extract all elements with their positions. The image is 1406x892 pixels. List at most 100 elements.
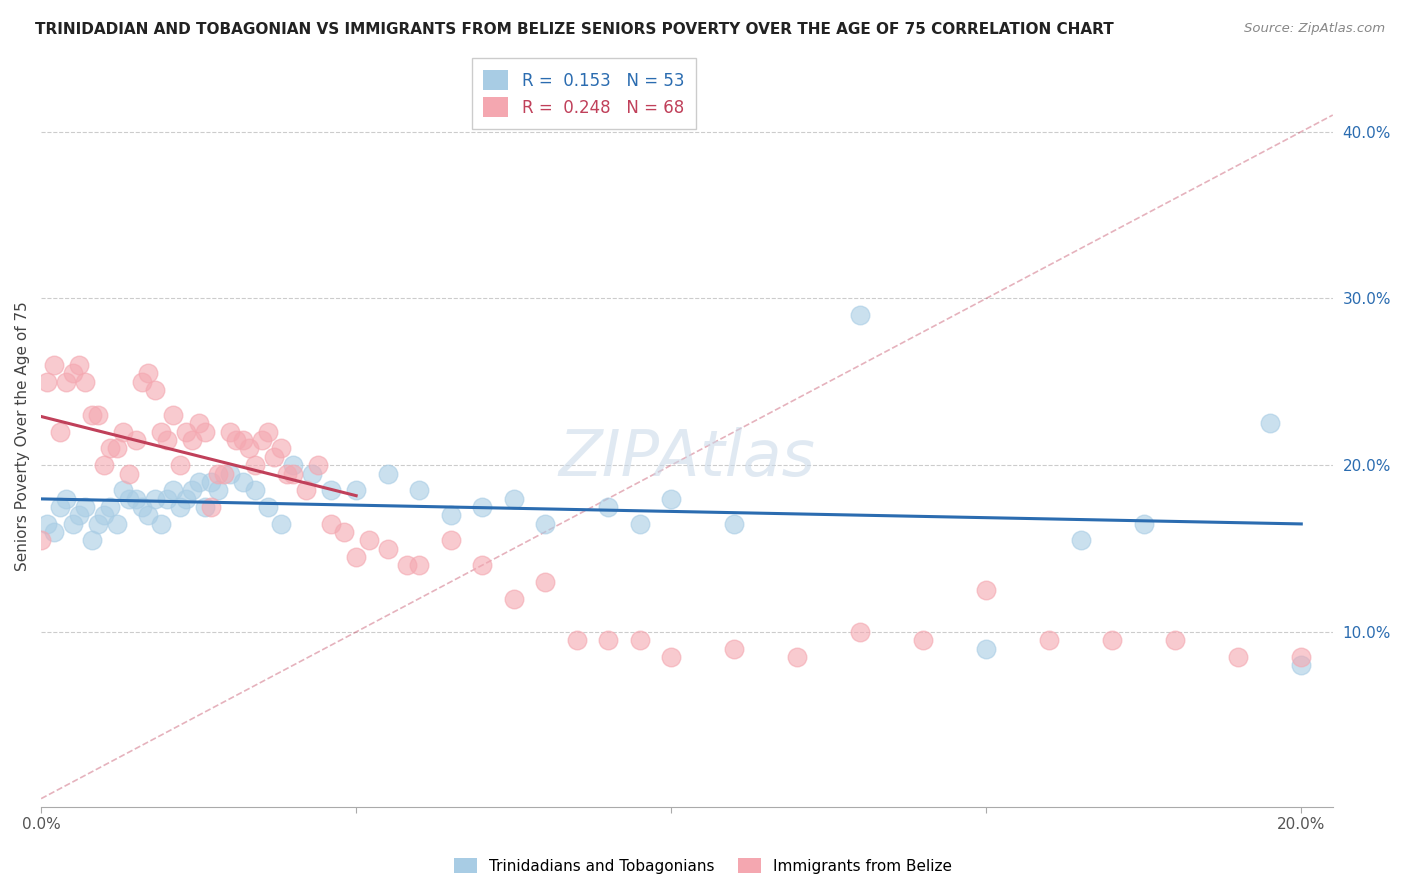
Point xyxy=(565,633,588,648)
Point xyxy=(100,442,122,456)
Point xyxy=(502,591,524,606)
Point xyxy=(207,483,229,498)
Point xyxy=(974,583,997,598)
Point xyxy=(270,442,292,456)
Point xyxy=(257,500,280,514)
Text: TRINIDADIAN AND TOBAGONIAN VS IMMIGRANTS FROM BELIZE SENIORS POVERTY OVER THE AG: TRINIDADIAN AND TOBAGONIAN VS IMMIGRANTS… xyxy=(35,22,1114,37)
Point xyxy=(849,308,872,322)
Point xyxy=(156,491,179,506)
Point xyxy=(105,442,128,456)
Point xyxy=(1101,633,1123,648)
Point xyxy=(143,491,166,506)
Point xyxy=(408,558,430,573)
Point xyxy=(294,483,316,498)
Point xyxy=(136,508,159,523)
Point xyxy=(245,483,267,498)
Point xyxy=(93,508,115,523)
Point xyxy=(377,541,399,556)
Point xyxy=(67,508,90,523)
Point xyxy=(250,433,273,447)
Point xyxy=(37,375,59,389)
Point xyxy=(1164,633,1187,648)
Point xyxy=(659,649,682,664)
Point xyxy=(42,358,65,372)
Point xyxy=(1132,516,1154,531)
Point xyxy=(276,467,298,481)
Point xyxy=(194,425,217,439)
Point xyxy=(174,491,197,506)
Point xyxy=(440,508,463,523)
Point xyxy=(659,491,682,506)
Point xyxy=(232,433,254,447)
Point xyxy=(87,408,110,422)
Point xyxy=(118,467,141,481)
Point xyxy=(49,500,72,514)
Point xyxy=(124,491,146,506)
Point xyxy=(136,367,159,381)
Point xyxy=(1227,649,1250,664)
Point xyxy=(502,491,524,506)
Point xyxy=(723,641,745,656)
Point xyxy=(49,425,72,439)
Point xyxy=(301,467,323,481)
Point xyxy=(377,467,399,481)
Point xyxy=(1070,533,1092,548)
Point xyxy=(118,491,141,506)
Point xyxy=(111,425,134,439)
Point xyxy=(169,500,191,514)
Point xyxy=(62,367,84,381)
Point xyxy=(187,475,209,489)
Point xyxy=(124,433,146,447)
Point xyxy=(974,641,997,656)
Point xyxy=(270,516,292,531)
Point xyxy=(80,408,103,422)
Point xyxy=(62,516,84,531)
Point xyxy=(440,533,463,548)
Point xyxy=(408,483,430,498)
Text: ZIPAtlas: ZIPAtlas xyxy=(558,427,815,489)
Point xyxy=(55,375,77,389)
Point xyxy=(174,425,197,439)
Point xyxy=(281,458,304,472)
Point xyxy=(181,483,204,498)
Y-axis label: Seniors Poverty Over the Age of 75: Seniors Poverty Over the Age of 75 xyxy=(15,301,30,571)
Point xyxy=(1291,658,1313,673)
Point xyxy=(849,624,872,639)
Point xyxy=(257,425,280,439)
Point xyxy=(55,491,77,506)
Point xyxy=(219,467,242,481)
Point xyxy=(105,516,128,531)
Point xyxy=(1291,649,1313,664)
Point xyxy=(1258,417,1281,431)
Point xyxy=(212,467,235,481)
Point xyxy=(319,516,342,531)
Point xyxy=(395,558,418,573)
Point xyxy=(200,500,222,514)
Point xyxy=(332,524,354,539)
Point xyxy=(131,375,153,389)
Point xyxy=(534,516,557,531)
Point xyxy=(149,425,172,439)
Point xyxy=(111,483,134,498)
Point xyxy=(912,633,935,648)
Point xyxy=(162,408,184,422)
Point xyxy=(143,383,166,397)
Point xyxy=(156,433,179,447)
Point xyxy=(75,500,97,514)
Point xyxy=(319,483,342,498)
Point xyxy=(131,500,153,514)
Legend: R =  0.153   N = 53, R =  0.248   N = 68: R = 0.153 N = 53, R = 0.248 N = 68 xyxy=(471,59,696,129)
Point xyxy=(628,516,651,531)
Point xyxy=(187,417,209,431)
Point xyxy=(207,467,229,481)
Point xyxy=(75,375,97,389)
Point xyxy=(598,633,620,648)
Point xyxy=(344,549,367,564)
Point xyxy=(534,574,557,589)
Point xyxy=(471,500,494,514)
Point xyxy=(786,649,808,664)
Point xyxy=(344,483,367,498)
Point xyxy=(219,425,242,439)
Point xyxy=(723,516,745,531)
Point xyxy=(87,516,110,531)
